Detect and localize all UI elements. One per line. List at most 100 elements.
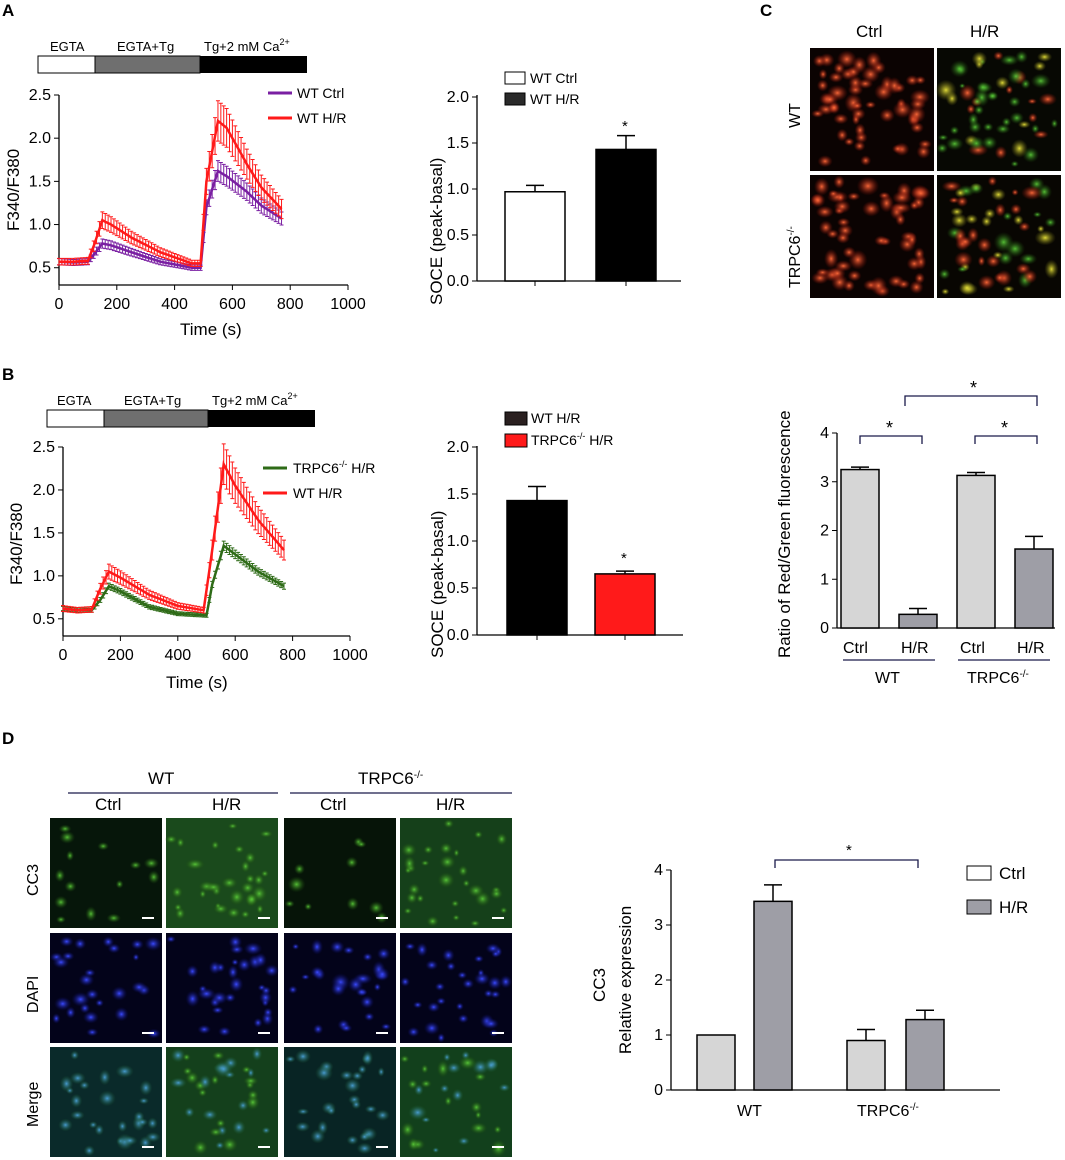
- y-axis-ticks: 0 1 2 3 4: [820, 425, 837, 637]
- y-tick-label: 2.0: [447, 89, 469, 106]
- cell: [53, 895, 68, 909]
- cell: [144, 936, 162, 951]
- cell: [836, 217, 851, 227]
- cell: [171, 885, 184, 899]
- cell: [355, 987, 368, 997]
- cell: [446, 1062, 462, 1074]
- cell: [420, 859, 430, 867]
- cell: [358, 1132, 371, 1142]
- cell: [376, 947, 391, 961]
- cell: [1010, 160, 1019, 168]
- cell: [1020, 78, 1031, 90]
- cell: [1031, 124, 1040, 134]
- group-title-trpc6: TRPC6-/-: [358, 769, 423, 788]
- cell: [843, 137, 855, 146]
- cell: [836, 192, 845, 203]
- cell: [483, 1057, 499, 1073]
- y-tick-label: 2: [654, 972, 663, 989]
- cell: [1019, 253, 1038, 265]
- panel-a-letter: A: [2, 1, 14, 20]
- cell: [310, 966, 324, 979]
- protocol-ca-label-text: Tg+2 mM Ca: [204, 39, 280, 54]
- cell: [457, 1136, 470, 1146]
- cell: [169, 1077, 187, 1089]
- cell: [864, 101, 877, 109]
- group-title-wt: WT: [148, 769, 174, 788]
- cell: [976, 81, 990, 94]
- cell: [404, 942, 416, 951]
- cell: [860, 155, 872, 166]
- cell: [164, 834, 178, 844]
- cell: [247, 1089, 259, 1101]
- y-tick-label: 1.5: [33, 525, 55, 542]
- cell: [444, 1095, 453, 1107]
- cell: [362, 952, 373, 962]
- legend-hr-label: H/R: [999, 898, 1028, 917]
- cell: [420, 1064, 429, 1074]
- group-title-trpc6-sup: -/-: [414, 770, 423, 781]
- cell: [426, 915, 440, 927]
- cell: [828, 189, 839, 198]
- cell: [423, 845, 434, 855]
- x-axis-ticks: 0 200 400 600 800 1000: [55, 285, 366, 313]
- x-tick-label: 400: [161, 296, 188, 313]
- panel-c-letter: C: [760, 1, 772, 20]
- x-label-wt: WT: [737, 1103, 762, 1120]
- y-tick-label: 0.0: [447, 273, 469, 290]
- legend-trpc6-hr-swatch: [504, 433, 528, 448]
- cell: [284, 900, 295, 908]
- cell: [330, 981, 346, 997]
- legend-trpc6-suffix: H/R: [585, 432, 613, 448]
- cell: [854, 123, 866, 138]
- cell: [853, 140, 866, 152]
- cell: [1007, 68, 1025, 85]
- cell: [977, 237, 992, 253]
- cell: [405, 891, 418, 905]
- cell: [65, 1006, 76, 1019]
- bar: [898, 613, 938, 629]
- cell: [130, 939, 144, 950]
- micrograph-tile-cells: [288, 938, 392, 1035]
- cell: [935, 79, 957, 101]
- y-tick-label: 1.5: [447, 486, 469, 503]
- cell: [437, 871, 455, 889]
- cell: [968, 182, 984, 195]
- cell: [254, 952, 267, 968]
- col-title-ctrl: Ctrl: [856, 22, 882, 41]
- cell: [986, 90, 999, 102]
- cell: [862, 200, 881, 217]
- panel-b-protocol-bar: EGTA EGTA+Tg Tg+2 mM Ca2+: [46, 391, 315, 428]
- cell: [73, 937, 87, 950]
- cell: [439, 854, 456, 870]
- col-title-trpc6-hr: H/R: [436, 795, 465, 814]
- cell: [342, 946, 355, 955]
- cell: [1013, 214, 1024, 226]
- panel-d-micrographs: WT TRPC6-/- Ctrl H/R Ctrl H/R CC3 DAPI M…: [25, 769, 512, 1158]
- legend-trpc6-hr-label: TRPC6-/- H/R: [531, 431, 613, 448]
- cell: [293, 863, 306, 875]
- cell: [1002, 211, 1013, 221]
- significance-star: *: [1001, 418, 1008, 438]
- protocol-egta-label: EGTA: [50, 39, 85, 54]
- cell: [1034, 230, 1056, 246]
- cell: [260, 985, 272, 996]
- x-tick-label: 0: [55, 296, 64, 313]
- y-tick-label: 4: [820, 425, 829, 442]
- cell: [436, 997, 447, 1006]
- cell: [240, 910, 251, 919]
- cell: [1044, 217, 1057, 228]
- significance-star: *: [622, 118, 628, 135]
- cell: [360, 995, 375, 1009]
- micrograph-tile-cells: [400, 942, 512, 1043]
- cell: [995, 124, 1011, 134]
- cell: [990, 188, 1006, 201]
- cell: [362, 1050, 374, 1066]
- cell: [287, 876, 306, 893]
- protocol-ca-segment: [208, 410, 315, 427]
- cell: [220, 876, 238, 889]
- cell: [847, 192, 861, 201]
- cell: [98, 1069, 111, 1086]
- cell: [473, 972, 491, 986]
- cell: [971, 51, 988, 67]
- cell: [941, 180, 962, 192]
